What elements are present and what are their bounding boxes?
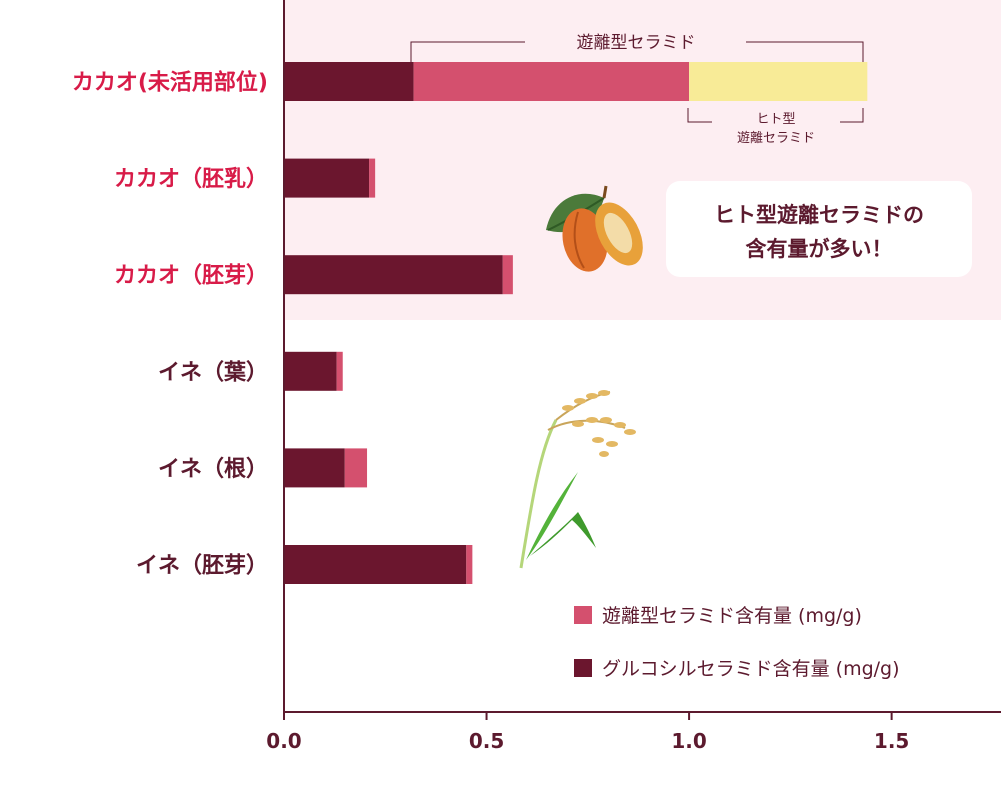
cacao-pod-icon — [546, 185, 643, 272]
bar-segment-2-series-1 — [284, 158, 370, 198]
bar-segment-3-series-2 — [502, 255, 513, 295]
bar-segment-6-series-2 — [466, 545, 473, 584]
bar-segment-4-series-2 — [336, 351, 343, 391]
legend-swatch-free — [574, 606, 592, 624]
bar-segment-3-series-1 — [284, 255, 503, 295]
callout-line1: ヒト型遊離セラミドの — [714, 203, 924, 227]
category-label-3: カカオ（胚芽） — [114, 264, 268, 289]
free-ceramide-bracket: 遊離型セラミド — [410, 33, 864, 62]
bar-segment-5-series-1 — [284, 448, 345, 488]
bar-segment-1-series-2 — [413, 62, 690, 101]
x-tick-label-1: 0.0 — [266, 729, 301, 753]
legend: 遊離型セラミド含有量 (mg/g) グルコシルセラミド含有量 (mg/g) — [574, 605, 900, 680]
rice-plant-icon — [519, 390, 636, 569]
category-label-5: イネ（根） — [158, 457, 268, 482]
category-label-6: イネ（胚芽） — [136, 554, 268, 579]
callout-line2: 含有量が多い！ — [746, 237, 893, 261]
category-labels: カカオ(未活用部位) カカオ（胚乳） カカオ（胚芽） イネ（葉） イネ（根） イネ（胚芽） — [72, 70, 268, 579]
human-type-bracket: ヒト型 遊離セラミド — [687, 108, 864, 146]
bar-segment-1-series-3 — [689, 62, 868, 101]
x-tick-label-2: 0.5 — [469, 729, 504, 753]
x-ticks: 0.0 0.5 1.0 1.5 — [266, 712, 909, 753]
x-tick-label-3: 1.0 — [671, 729, 706, 753]
legend-label-glucosyl: グルコシルセラミド含有量 (mg/g) — [602, 658, 900, 680]
bars — [284, 62, 868, 584]
legend-label-free: 遊離型セラミド含有量 (mg/g) — [602, 605, 862, 627]
category-label-4: イネ（葉） — [158, 360, 268, 385]
bar-segment-2-series-2 — [369, 158, 376, 198]
human-type-label-line2: 遊離セラミド — [737, 131, 815, 146]
category-label-1: カカオ(未活用部位) — [72, 70, 268, 96]
callout-box: ヒト型遊離セラミドの 含有量が多い！ — [666, 181, 972, 277]
category-label-2: カカオ（胚乳） — [114, 166, 268, 192]
bar-segment-4-series-1 — [284, 351, 337, 391]
legend-swatch-glucosyl — [574, 659, 592, 677]
bar-segment-6-series-1 — [284, 545, 467, 584]
free-ceramide-bracket-label: 遊離型セラミド — [577, 33, 696, 53]
bar-segment-5-series-2 — [344, 448, 368, 488]
x-tick-label-4: 1.5 — [874, 729, 909, 753]
bar-segment-1-series-1 — [284, 62, 414, 101]
human-type-label-line1: ヒト型 — [756, 112, 795, 127]
